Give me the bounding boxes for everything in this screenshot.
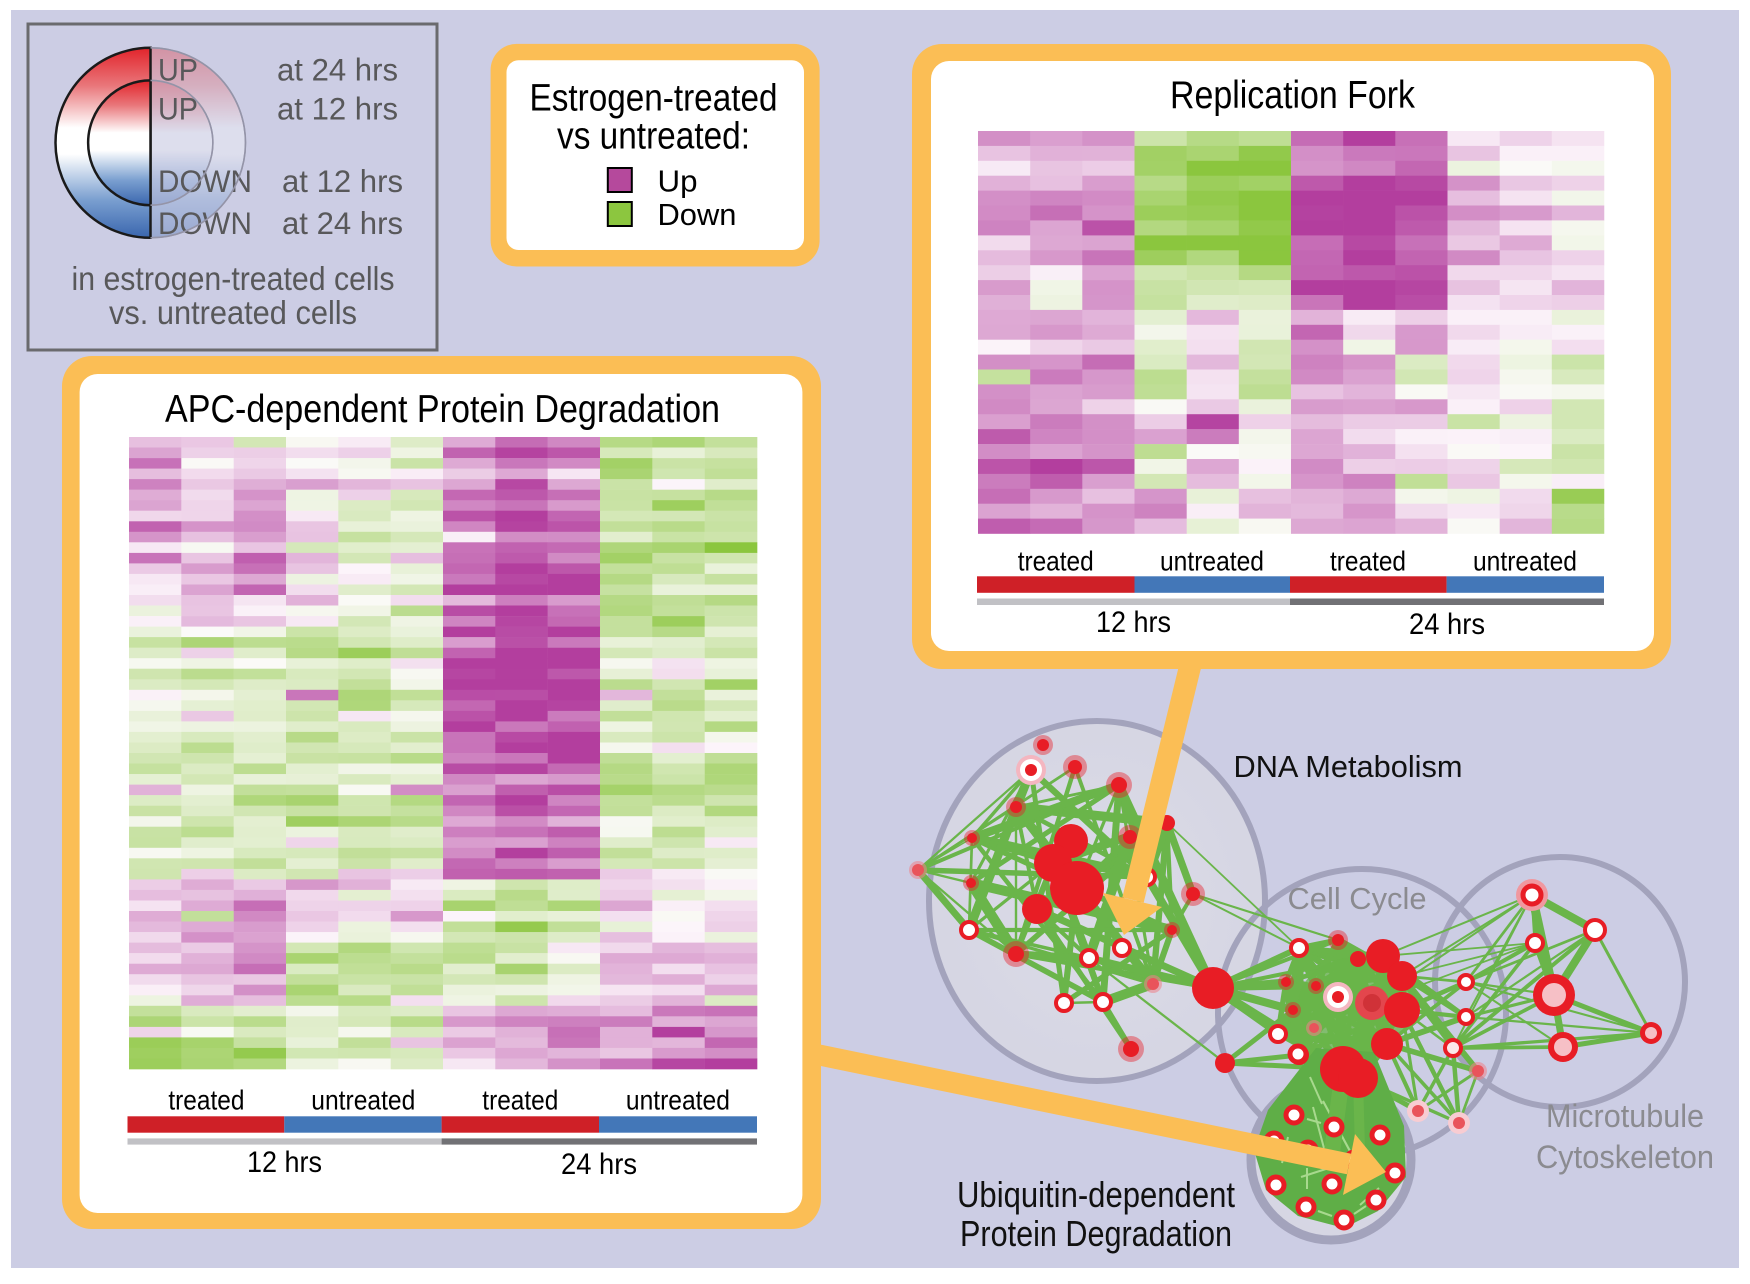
svg-text:Up: Up xyxy=(658,164,698,199)
svg-text:Replication Fork: Replication Fork xyxy=(1170,74,1415,117)
svg-text:at 24 hrs: at 24 hrs xyxy=(282,205,403,241)
svg-text:in estrogen-treated cells: in estrogen-treated cells xyxy=(72,260,395,297)
svg-text:24 hrs: 24 hrs xyxy=(1409,608,1485,641)
svg-text:Cell Cycle: Cell Cycle xyxy=(1288,881,1427,916)
svg-text:DNA Metabolism: DNA Metabolism xyxy=(1234,749,1463,784)
svg-text:untreated: untreated xyxy=(1160,546,1264,577)
svg-text:vs. untreated cells: vs. untreated cells xyxy=(109,294,357,331)
svg-text:vs untreated:: vs untreated: xyxy=(557,116,750,158)
svg-text:Estrogen-treated: Estrogen-treated xyxy=(530,78,778,120)
svg-text:at 12 hrs: at 12 hrs xyxy=(282,163,403,199)
svg-text:Cytoskeleton: Cytoskeleton xyxy=(1536,1139,1714,1175)
svg-text:DOWN: DOWN xyxy=(158,163,252,199)
svg-text:treated: treated xyxy=(482,1085,558,1116)
svg-text:12 hrs: 12 hrs xyxy=(1096,606,1171,639)
svg-text:Ubiquitin-dependent: Ubiquitin-dependent xyxy=(957,1174,1235,1215)
svg-text:Protein Degradation: Protein Degradation xyxy=(960,1213,1232,1254)
svg-text:untreated: untreated xyxy=(1473,546,1577,577)
svg-text:treated: treated xyxy=(1330,546,1406,577)
svg-text:Down: Down xyxy=(658,197,737,232)
svg-text:treated: treated xyxy=(1018,546,1094,577)
svg-text:untreated: untreated xyxy=(626,1085,730,1116)
svg-text:treated: treated xyxy=(168,1085,244,1116)
svg-text:APC-dependent Protein Degradat: APC-dependent Protein Degradation xyxy=(165,388,720,431)
svg-text:12 hrs: 12 hrs xyxy=(247,1146,322,1179)
svg-text:at 24 hrs: at 24 hrs xyxy=(277,52,398,88)
svg-text:24 hrs: 24 hrs xyxy=(561,1148,637,1181)
svg-text:untreated: untreated xyxy=(311,1085,415,1116)
svg-text:at 12 hrs: at 12 hrs xyxy=(277,91,398,127)
svg-text:Microtubule: Microtubule xyxy=(1546,1098,1704,1134)
